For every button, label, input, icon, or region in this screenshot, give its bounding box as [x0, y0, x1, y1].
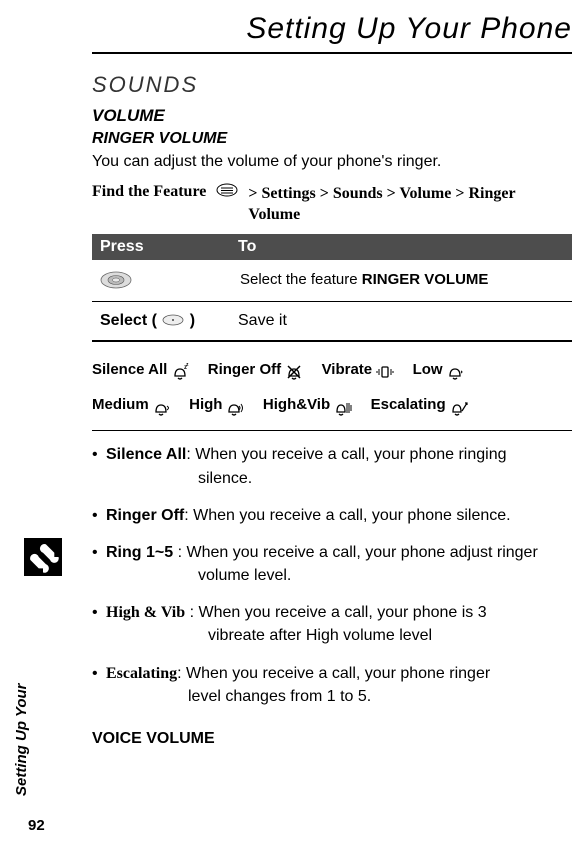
section-heading-sounds: SOUNDS: [92, 72, 572, 98]
b3-cont: volume level.: [106, 564, 572, 587]
select-label-pre: Select (: [100, 312, 161, 329]
bell-zz-icon: zz: [171, 360, 189, 378]
select-label-post: ): [185, 312, 195, 329]
b4-label: High & Vib: [106, 604, 185, 621]
b3-label: Ring 1~5: [106, 544, 173, 561]
b1-text: : When you receive a call, your phone ri…: [186, 446, 506, 463]
cell-save-it: Save it: [230, 301, 572, 341]
list-item: Silence All: When you receive a call, yo…: [92, 443, 572, 489]
opt-high: High: [189, 388, 244, 421]
vibrate-icon: [376, 360, 394, 378]
bell-low-icon: [447, 360, 465, 378]
description-list: Silence All: When you receive a call, yo…: [92, 443, 572, 708]
b2-text: : When you receive a call, your phone si…: [184, 507, 510, 524]
b1-label: Silence All: [106, 446, 186, 463]
opt-high-label: High: [189, 388, 222, 421]
nav-key-icon: [100, 270, 132, 290]
bell-off-icon: [285, 360, 303, 378]
b3-text: : When you receive a call, your phone ad…: [173, 544, 538, 561]
find-feature-path: > Settings > Sounds > Volume > Ringer Vo…: [248, 183, 515, 226]
ringer-options-row: Silence All zz Ringer Off Vibrate Low Me: [92, 352, 572, 431]
cell-select-key: Select ( ): [92, 301, 230, 341]
instruction-table: Press To Select the feature RINGER VOLUM…: [92, 234, 572, 342]
opt-escalating: Escalating: [371, 388, 468, 421]
opt-vibrate-label: Vibrate: [322, 353, 373, 386]
heading-voice-volume: VOICE VOLUME: [92, 730, 572, 748]
menu-key-icon: [216, 183, 238, 197]
find-feature-label: Find the Feature: [92, 183, 206, 201]
cell-select-feature: Select the feature RINGER VOLUME: [230, 260, 572, 302]
list-item: High & Vib : When you receive a call, yo…: [92, 601, 572, 647]
opt-vibrate: Vibrate: [322, 353, 395, 386]
softkey-icon: [162, 313, 184, 325]
opt-medium-label: Medium: [92, 388, 149, 421]
b4-cont: vibreate after High volume level: [106, 624, 572, 647]
heading-volume: VOLUME: [92, 106, 572, 126]
b5-cont-a: level: [188, 688, 225, 705]
side-tab-label: Setting Up Your: [13, 684, 30, 797]
list-item: Escalating: When you receive a call, you…: [92, 662, 572, 708]
b5-text: : When you receive a call, your phone ri…: [177, 665, 490, 682]
chapter-title: Setting Up Your Phone: [92, 12, 572, 46]
opt-ringer-off: Ringer Off: [208, 353, 303, 386]
opt-high-vib-label: High&Vib: [263, 388, 330, 421]
table-header-press: Press: [92, 234, 230, 260]
b5-cont-b: changes from 1 to 5.: [225, 688, 371, 705]
b5-cont: level changes from 1 to 5.: [106, 685, 572, 708]
bell-escalating-icon: [450, 396, 468, 414]
b2-label: Ringer Off: [106, 507, 184, 524]
chapter-rule: [92, 52, 572, 54]
table-row: Select the feature RINGER VOLUME: [92, 260, 572, 302]
bell-high-icon: [226, 396, 244, 414]
b1-cont: silence.: [106, 467, 572, 490]
list-item: Ringer Off: When you receive a call, you…: [92, 504, 572, 527]
find-path-line1: > Settings > Sounds > Volume > Ringer: [248, 185, 515, 202]
opt-low-label: Low: [413, 353, 443, 386]
table-header-to: To: [230, 234, 572, 260]
opt-escalating-label: Escalating: [371, 388, 446, 421]
heading-ringer-volume: RINGER VOLUME: [92, 130, 572, 148]
opt-ringer-off-label: Ringer Off: [208, 353, 281, 386]
table-row: Select ( ) Save it: [92, 301, 572, 341]
opt-silence-all-label: Silence All: [92, 353, 167, 386]
find-path-line2: Volume: [248, 206, 300, 223]
settings-badge-icon: [24, 538, 62, 576]
r1-desc-pre: Select the feature: [240, 271, 362, 288]
cell-nav-key: [92, 260, 230, 302]
intro-paragraph: You can adjust the volume of your phone'…: [92, 152, 572, 173]
svg-text:z: z: [186, 363, 189, 368]
b4-text: : When you receive a call, your phone is…: [185, 604, 487, 621]
list-item: Ring 1~5 : When you receive a call, your…: [92, 541, 572, 587]
r1-desc-bold: RINGER VOLUME: [362, 271, 489, 288]
opt-medium: Medium: [92, 388, 171, 421]
opt-low: Low: [413, 353, 465, 386]
opt-silence-all: Silence All zz: [92, 353, 189, 386]
opt-high-vib: High&Vib: [263, 388, 352, 421]
page-number: 92: [28, 817, 45, 834]
bell-medium-icon: [153, 396, 171, 414]
table-header-row: Press To: [92, 234, 572, 260]
b5-label: Escalating: [106, 665, 177, 682]
find-feature-row: Find the Feature > Settings > Sounds > V…: [92, 183, 572, 226]
bell-high-vib-icon: [334, 396, 352, 414]
